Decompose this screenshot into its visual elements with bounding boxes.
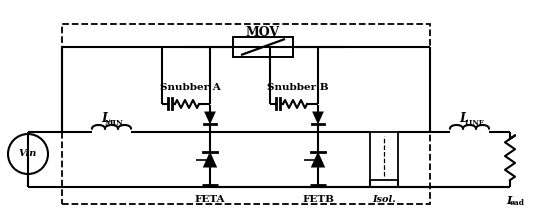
Polygon shape <box>311 151 325 168</box>
Text: L: L <box>101 113 111 125</box>
Text: FETA: FETA <box>195 196 225 204</box>
Text: L: L <box>506 194 514 206</box>
Text: LINE: LINE <box>465 119 485 127</box>
Bar <box>62 24 430 204</box>
Text: L: L <box>460 113 468 125</box>
Text: Snubber A: Snubber A <box>160 83 221 93</box>
Text: Snubber B: Snubber B <box>267 83 329 93</box>
Bar <box>370 132 398 180</box>
Text: Vin: Vin <box>19 149 37 159</box>
Text: Isol.: Isol. <box>372 196 396 204</box>
Polygon shape <box>204 111 216 125</box>
Text: MIN: MIN <box>105 119 123 127</box>
Bar <box>233 37 293 57</box>
Text: FETB: FETB <box>302 196 334 204</box>
Polygon shape <box>203 151 217 168</box>
Text: MOV: MOV <box>246 26 280 40</box>
Text: ead: ead <box>509 199 524 207</box>
Polygon shape <box>312 111 324 125</box>
